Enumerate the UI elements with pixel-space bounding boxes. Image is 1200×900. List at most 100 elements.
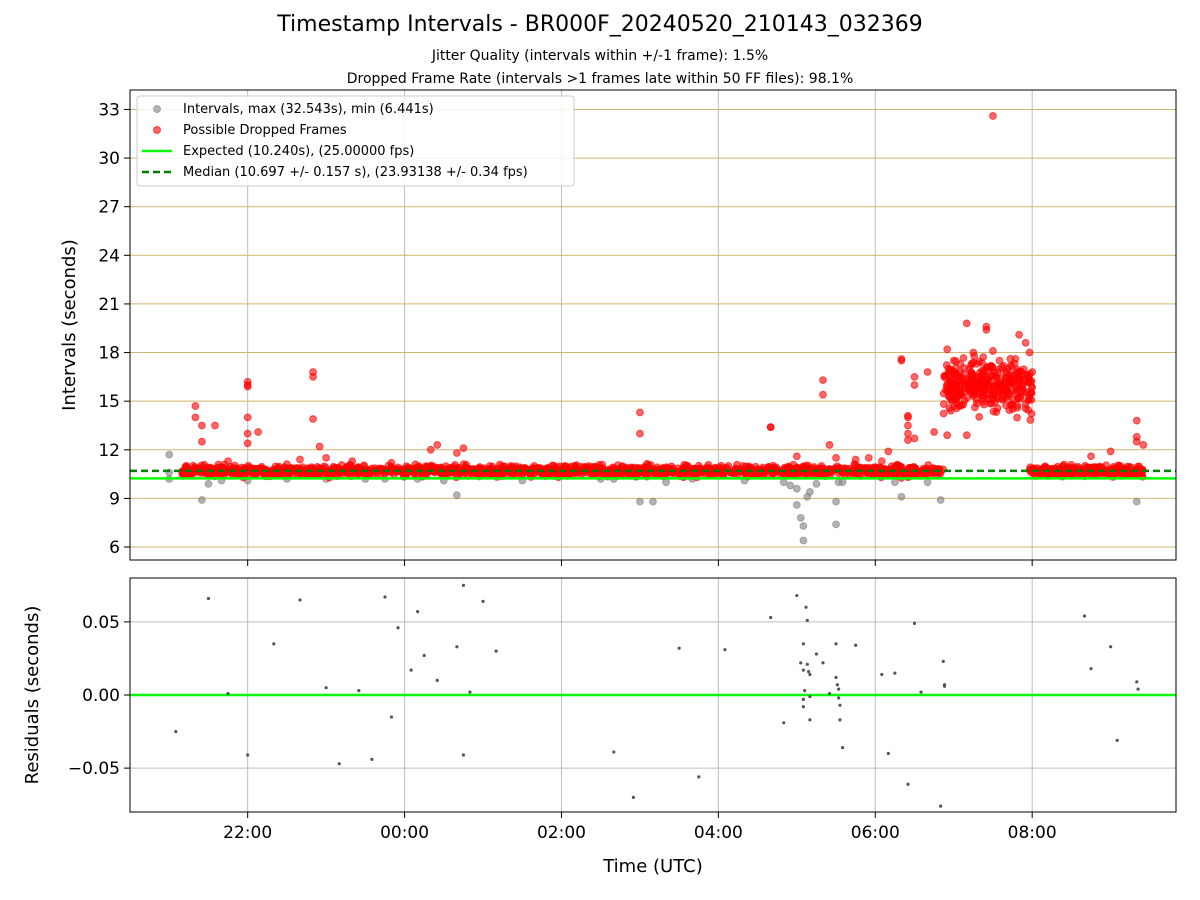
intervals-y-tick-label: 18 — [98, 344, 120, 364]
dropped-frame-point — [309, 372, 317, 381]
dropped-frame-point — [952, 404, 961, 413]
dropped-frame-point — [904, 436, 912, 444]
dropped-frame-point — [849, 468, 858, 477]
residual-point — [782, 721, 786, 725]
residual-point — [893, 671, 897, 675]
interval-point — [165, 450, 174, 459]
interval-point — [792, 500, 801, 509]
dropped-frame-point — [452, 449, 461, 457]
intervals-y-tick-label: 27 — [98, 198, 120, 218]
residual-point — [298, 598, 302, 602]
dropped-frame-point — [1008, 405, 1017, 414]
jitter-quality-subtitle: Jitter Quality (intervals within +/-1 fr… — [431, 48, 769, 64]
dropped-frame-point — [904, 413, 912, 422]
intervals-y-tick-label: 30 — [98, 149, 120, 169]
dropped-frame-point — [1028, 368, 1037, 376]
residual-point — [416, 610, 420, 614]
legend-dropped-marker — [153, 126, 161, 134]
dropped-frame-point — [1013, 413, 1021, 422]
dropped-frame-point — [877, 457, 886, 466]
residual-point — [854, 643, 858, 647]
dropped-frame-point — [989, 347, 997, 355]
dropped-frame-point — [832, 453, 840, 462]
residuals-y-tick-label: 0.05 — [82, 613, 120, 633]
residual-point — [612, 750, 616, 754]
dropped-frame-point — [1015, 330, 1023, 339]
residual-point — [801, 697, 805, 701]
residual-point — [174, 729, 178, 734]
interval-point — [832, 520, 840, 529]
residual-point — [814, 652, 819, 656]
dropped-frame-point — [1058, 462, 1067, 471]
residual-point — [804, 605, 808, 609]
dropped-frame-point — [1021, 338, 1030, 347]
dropped-frame-point — [975, 412, 984, 421]
dropped-frame-point — [191, 413, 200, 422]
intervals-y-tick-label: 15 — [98, 392, 120, 412]
interval-point — [204, 479, 213, 488]
residual-point — [886, 751, 890, 756]
dropped-frame-point — [910, 434, 919, 443]
dropped-frame-point — [987, 361, 996, 370]
x-tick-label: 02:00 — [537, 823, 586, 843]
dropped-frame-point — [1132, 437, 1141, 446]
dropped-frame-point — [978, 366, 986, 375]
residual-point — [919, 690, 923, 694]
residual-point — [801, 705, 805, 709]
residual-point — [246, 753, 250, 757]
dropped-frame-point — [962, 319, 971, 328]
intervals-y-tick-label: 24 — [98, 246, 120, 266]
residual-point — [939, 804, 943, 808]
residual-point — [837, 696, 841, 700]
dropped-frame-point — [1027, 377, 1036, 385]
dropped-frame-point — [904, 429, 912, 438]
intervals-y-tick-label: 12 — [98, 441, 120, 461]
interval-point — [936, 496, 945, 504]
dropped-frame-point — [884, 447, 893, 456]
dropped-frame-point — [1016, 392, 1025, 401]
dropped-frame-point — [784, 462, 793, 471]
residual-point — [383, 595, 387, 599]
dropped-frame-point — [414, 462, 423, 471]
dropped-frame-point — [980, 400, 988, 409]
interval-point — [812, 479, 821, 488]
dropped-frame-point — [254, 428, 263, 436]
residual-point — [942, 684, 947, 688]
legend: Intervals, max (32.543s), min (6.441s) P… — [136, 95, 575, 187]
dropped-frame-point — [1007, 379, 1016, 388]
residual-point — [226, 691, 230, 696]
residual-point — [1136, 687, 1140, 691]
residuals-y-tick-label: 0.00 — [82, 686, 120, 706]
dropped-frame-point — [1080, 469, 1089, 478]
dropped-frame-point — [967, 368, 976, 377]
dropped-frame-point — [1081, 461, 1090, 470]
dropped-frame-point — [1106, 447, 1115, 456]
interval-point — [806, 488, 814, 496]
dropped-frame-point — [979, 391, 987, 400]
legend-expected-label: Expected (10.240s), (25.00000 fps) — [183, 144, 414, 159]
chart-title: Timestamp Intervals - BR000F_20240520_21… — [277, 12, 923, 37]
dropped-frame-point — [930, 428, 939, 436]
residual-point — [697, 775, 701, 779]
dropped-frame-point — [951, 364, 960, 372]
dropped-frame-point — [636, 429, 644, 438]
residual-point — [455, 645, 459, 649]
interval-point — [832, 497, 840, 506]
dropped-frame-point — [792, 452, 801, 461]
residual-point — [1082, 614, 1087, 618]
intervals-y-tick-label: 21 — [98, 295, 120, 315]
interval-point — [1132, 497, 1141, 506]
dropped-frame-point — [387, 458, 396, 467]
residual-point — [834, 642, 838, 646]
dropped-frame-point — [1001, 374, 1010, 382]
intervals-y-tick-label: 9 — [109, 489, 120, 509]
dropped-frame-point — [572, 461, 581, 469]
x-tick-label: 00:00 — [380, 823, 429, 843]
residual-point — [1115, 738, 1119, 742]
dropped-frame-point — [993, 394, 1002, 403]
residual-point — [827, 691, 832, 696]
interval-point — [897, 492, 906, 501]
dropped-frame-point — [475, 468, 484, 477]
residual-point — [389, 715, 394, 719]
legend-median-label: Median (10.697 +/- 0.157 s), (23.93138 +… — [183, 165, 528, 180]
